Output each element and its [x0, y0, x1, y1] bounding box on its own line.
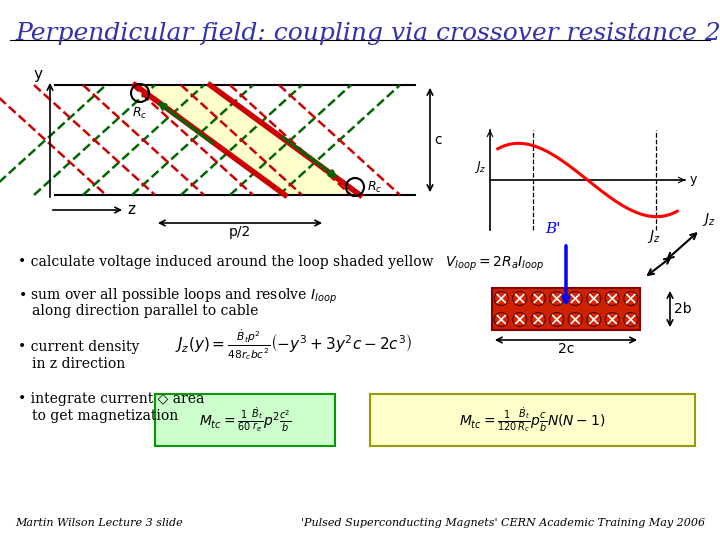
Circle shape — [624, 313, 638, 327]
Circle shape — [494, 292, 508, 306]
Circle shape — [531, 292, 545, 306]
Circle shape — [624, 292, 638, 306]
Text: $J_z$: $J_z$ — [474, 159, 486, 175]
Text: p/2: p/2 — [229, 225, 251, 239]
Text: 2c: 2c — [558, 342, 574, 356]
Circle shape — [550, 292, 564, 306]
Text: y: y — [690, 173, 698, 186]
Bar — [155, 394, 335, 446]
Text: Martin Wilson Lecture 3 slide: Martin Wilson Lecture 3 slide — [15, 518, 183, 528]
Bar — [370, 394, 695, 446]
Text: • sum over all possible loops and resolve $I_{loop}$: • sum over all possible loops and resolv… — [18, 287, 337, 306]
Circle shape — [494, 313, 508, 327]
Circle shape — [568, 313, 582, 327]
Circle shape — [606, 313, 619, 327]
Text: • current density: • current density — [18, 340, 140, 354]
Text: $M_{tc} = \frac{1}{120}\frac{\dot{B}_t}{R_c}p\frac{c}{b}N(N-1)$: $M_{tc} = \frac{1}{120}\frac{\dot{B}_t}{… — [459, 406, 605, 435]
Bar — [492, 288, 640, 330]
Text: z: z — [127, 202, 135, 218]
Text: along direction parallel to cable: along direction parallel to cable — [32, 304, 258, 318]
Circle shape — [606, 292, 619, 306]
Text: Perpendicular field: coupling via crossover resistance 2: Perpendicular field: coupling via crosso… — [15, 22, 720, 45]
Circle shape — [513, 313, 527, 327]
Text: B': B' — [546, 222, 561, 236]
Circle shape — [550, 313, 564, 327]
Text: • integrate current ◇ area: • integrate current ◇ area — [18, 392, 204, 406]
Circle shape — [587, 313, 600, 327]
Text: • calculate voltage induced around the loop shaded yellow: • calculate voltage induced around the l… — [18, 255, 433, 269]
Text: $J_z$: $J_z$ — [647, 228, 661, 245]
Text: 'Pulsed Superconducting Magnets' CERN Academic Training May 2006: 'Pulsed Superconducting Magnets' CERN Ac… — [301, 518, 705, 528]
Polygon shape — [135, 85, 360, 195]
Circle shape — [568, 292, 582, 306]
Circle shape — [587, 292, 600, 306]
Text: to get magnetization: to get magnetization — [32, 409, 179, 423]
Circle shape — [513, 292, 527, 306]
Text: $J_z(y) = \frac{\dot{B}_t p^2}{48 r_c b c^2}\left(-y^3 + 3y^2c - 2c^3\right)$: $J_z(y) = \frac{\dot{B}_t p^2}{48 r_c b … — [175, 328, 412, 362]
Text: y: y — [34, 67, 43, 82]
Text: $J_z$: $J_z$ — [702, 211, 716, 228]
Text: $M_{tc} = \frac{1}{60}\frac{\dot{B}_t}{r_e}p^2\frac{c^2}{b}$: $M_{tc} = \frac{1}{60}\frac{\dot{B}_t}{r… — [199, 406, 292, 434]
Text: $V_{loop} = 2R_a I_{loop}$: $V_{loop} = 2R_a I_{loop}$ — [445, 255, 544, 273]
Text: $R_c$: $R_c$ — [132, 106, 148, 121]
Circle shape — [531, 313, 545, 327]
Text: in z direction: in z direction — [32, 357, 125, 371]
Text: 2b: 2b — [674, 302, 692, 316]
Text: c: c — [434, 133, 441, 147]
Text: $R_c$: $R_c$ — [367, 179, 382, 194]
